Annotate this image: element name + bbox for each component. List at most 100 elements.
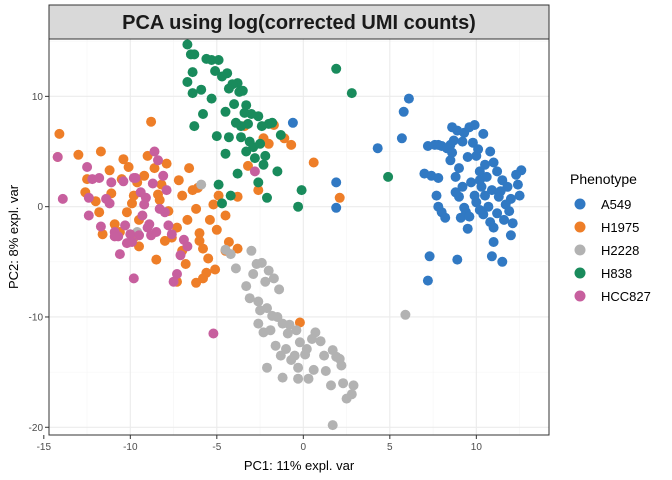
data-point-hcc827 [161,185,172,196]
data-point-a549 [431,190,442,201]
data-point-a549 [455,212,466,223]
data-point-h1975 [97,229,108,240]
data-point-h1975 [232,243,243,254]
data-point-h1975 [151,254,162,265]
data-point-h838 [217,198,227,209]
data-point-hcc827 [127,237,137,247]
data-point-h838 [223,83,234,94]
data-point-h838 [230,117,241,128]
data-point-hcc827 [149,146,160,157]
data-point-h2228 [320,366,331,376]
data-point-h838 [220,106,231,117]
data-point-hcc827 [151,227,162,237]
data-point-h1975 [161,158,172,169]
data-point-hcc827 [130,173,141,183]
data-point-a549 [499,214,509,225]
data-point-hcc827 [109,231,120,242]
data-point-h2228 [336,360,347,371]
data-point-h2228 [244,293,255,304]
data-point-h1975 [194,235,205,246]
data-point-h838 [189,121,200,132]
data-point-h838 [237,85,248,96]
data-point-a549 [445,155,456,166]
data-point-h1975 [180,259,191,269]
data-point-h838 [241,100,252,111]
data-point-hcc827 [137,210,148,221]
data-point-hcc827 [83,192,94,203]
data-point-a549 [488,222,499,233]
data-point-h1975 [109,219,120,230]
data-point-h1975 [146,116,157,127]
x-tick-label: -10 [123,442,138,453]
data-point-h2228 [262,362,272,373]
data-point-a549 [331,202,342,213]
data-point-h838 [213,55,224,65]
data-point-h1975 [191,203,202,214]
data-point-h838 [223,132,234,143]
data-point-h1975 [184,163,195,174]
data-point-h2228 [331,351,342,362]
data-point-h1975 [194,228,205,239]
data-point-h1975 [95,146,106,157]
data-point-a549 [433,173,444,183]
data-point-h838 [213,179,224,190]
data-point-h2228 [248,269,259,279]
x-axis-title: PC1: 11% expl. var [244,458,355,473]
data-point-hcc827 [128,273,139,284]
data-point-h1975 [204,214,215,225]
data-point-a549 [287,117,298,128]
data-point-h2228 [253,318,264,329]
panel-border [48,38,550,436]
data-point-a549 [511,169,522,180]
data-point-h2228 [308,364,319,375]
data-point-a549 [457,136,468,147]
data-point-h2228 [400,309,411,320]
legend-title: Phenotype [570,171,637,187]
data-point-a549 [452,254,463,265]
data-point-a549 [474,205,485,215]
data-point-hcc827 [125,229,136,240]
data-point-h1975 [243,160,253,171]
data-point-h1975 [308,157,319,168]
data-point-h838 [383,171,394,182]
data-point-h2228 [348,380,359,391]
data-point-h2228 [294,337,305,348]
data-point-h1975 [182,214,193,225]
legend-key-h838 [574,267,586,279]
data-point-h838 [182,39,193,50]
x-tick-label: -5 [212,442,221,453]
data-point-h2228 [256,257,267,268]
data-point-hcc827 [168,276,179,287]
data-point-a549 [396,133,407,144]
data-point-a549 [457,181,468,192]
data-point-h1975 [177,190,188,201]
data-point-h838 [241,146,252,157]
data-point-h1975 [121,207,132,218]
data-point-a549 [403,93,414,104]
data-point-a549 [492,166,503,177]
data-point-hcc827 [82,162,93,172]
data-point-hcc827 [95,221,106,232]
data-point-a549 [462,223,473,234]
data-point-h2228 [310,327,321,338]
x-tick-label: -15 [37,442,52,453]
data-point-a549 [473,144,484,155]
data-point-hcc827 [182,241,193,252]
data-point-h838 [211,131,222,142]
legend-key-h2228 [574,244,586,256]
data-point-h1975 [54,128,65,139]
data-point-a549 [469,190,480,201]
data-point-h1975 [203,253,214,264]
data-point-h1975 [334,192,345,203]
data-points [52,39,527,431]
data-point-h838 [346,88,357,99]
data-point-a549 [480,159,490,170]
axis-ticks: -15 -10 -5 0 5 10 -20 -10 0 10 [29,92,483,453]
data-point-a549 [483,201,494,212]
data-point-h2228 [326,380,336,391]
x-tick-label: 0 [301,442,307,453]
data-point-h2228 [282,328,293,339]
data-point-hcc827 [106,177,117,188]
data-point-h838 [275,130,286,140]
data-point-a549 [488,157,499,168]
